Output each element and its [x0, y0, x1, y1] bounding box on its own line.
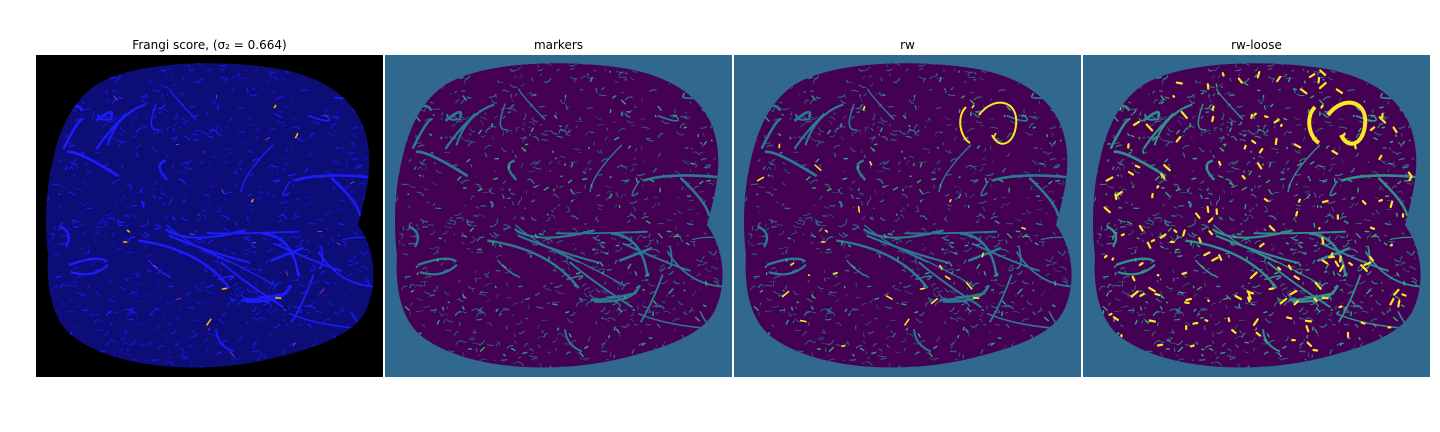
image-frangi-score: [36, 55, 383, 377]
rw-loose-svg: [1083, 55, 1430, 377]
image-rw-loose: [1083, 55, 1430, 377]
frangi-svg: [36, 55, 383, 377]
panel-title-frangi: Frangi score, (σ₂ = 0.664): [132, 38, 287, 52]
tissue-region: [46, 63, 374, 368]
panel-rw-loose: rw-loose: [1083, 35, 1430, 377]
markers-svg: [385, 55, 732, 377]
image-markers: [385, 55, 732, 377]
panel-title-rw: rw: [900, 38, 915, 52]
panel-title-rw-loose: rw-loose: [1231, 38, 1282, 52]
panel-rw: rw: [734, 35, 1081, 377]
vessel-network: [395, 63, 723, 368]
tissue-region: [744, 63, 1072, 368]
vessel-network: [744, 63, 1072, 368]
panel-title-markers: markers: [533, 38, 584, 52]
tissue-region: [1093, 63, 1421, 368]
image-rw: [734, 55, 1081, 377]
tissue-region: [395, 63, 723, 368]
panel-frangi: Frangi score, (σ₂ = 0.664): [36, 35, 383, 377]
panel-markers: markers: [385, 35, 732, 377]
rw-svg: [734, 55, 1081, 377]
